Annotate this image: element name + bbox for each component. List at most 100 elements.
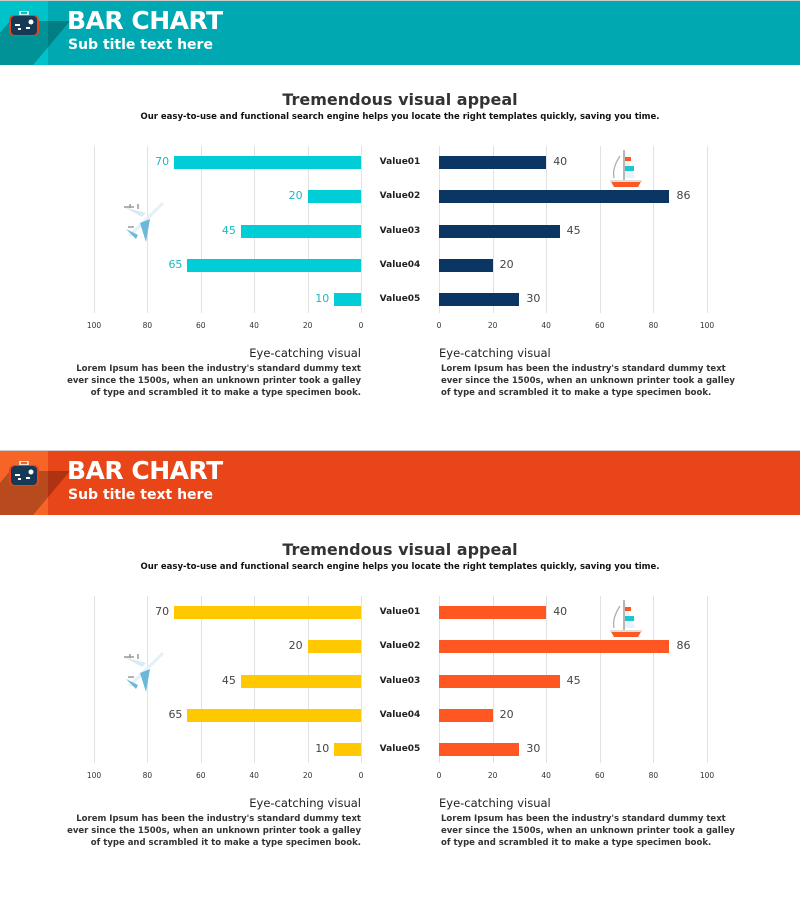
caption-text: of type and scrambled it to make a type … bbox=[90, 838, 361, 848]
panel-1: BAR CHART Sub title text here Tremendous v… bbox=[0, 0, 800, 398]
gridline bbox=[361, 146, 362, 313]
x-tick-label: 60 bbox=[595, 771, 605, 780]
data-label: 70 bbox=[155, 605, 170, 618]
gridline bbox=[94, 596, 95, 763]
x-tick-label: 20 bbox=[302, 321, 313, 330]
x-tick-label: 80 bbox=[648, 771, 659, 780]
data-label: 20 bbox=[288, 639, 303, 652]
bar bbox=[174, 606, 361, 619]
gridline bbox=[707, 146, 708, 313]
x-tick-label: 40 bbox=[249, 771, 259, 780]
sailboat-icon bbox=[606, 148, 646, 194]
caption-text: ever since the 1500s, when an unknown pr… bbox=[67, 376, 361, 386]
section-subheading: Our easy-to-use and functional search en… bbox=[140, 112, 660, 122]
caption-text: of type and scrambled it to make a type … bbox=[90, 388, 361, 398]
gridline bbox=[707, 596, 708, 763]
category-label: Value01 bbox=[379, 157, 421, 167]
x-tick-label: 40 bbox=[249, 321, 259, 330]
bar bbox=[439, 640, 670, 653]
section-heading: Tremendous visual appeal bbox=[282, 90, 518, 109]
x-tick-label: 0 bbox=[436, 771, 442, 780]
bar bbox=[307, 190, 361, 203]
caption-text: ever since the 1500s, when an unknown pr… bbox=[67, 826, 361, 836]
data-label: 40 bbox=[553, 605, 568, 618]
gridline bbox=[599, 596, 601, 763]
data-label: 65 bbox=[168, 258, 183, 271]
airplane-icon bbox=[122, 649, 166, 697]
gridline bbox=[200, 596, 202, 763]
x-tick-label: 0 bbox=[436, 321, 442, 330]
category-label: Value01 bbox=[379, 607, 421, 617]
caption-text: Lorem Ipsum has been the industry's stan… bbox=[76, 814, 361, 824]
data-label: 45 bbox=[221, 674, 236, 687]
category-label: Value03 bbox=[379, 226, 421, 236]
bar bbox=[439, 259, 493, 272]
x-tick-label: 60 bbox=[196, 771, 206, 780]
caption-text: Lorem Ipsum has been the industry's stan… bbox=[441, 814, 726, 824]
data-label: 20 bbox=[288, 189, 303, 202]
header-title: BAR CHART bbox=[67, 6, 223, 35]
caption-title: Eye-catching visual bbox=[439, 346, 551, 360]
x-tick-label: 80 bbox=[142, 771, 153, 780]
bar bbox=[334, 293, 361, 306]
data-label: 86 bbox=[676, 189, 691, 202]
bar bbox=[307, 640, 361, 653]
section-heading: Tremendous visual appeal bbox=[282, 540, 518, 559]
x-tick-label: 60 bbox=[595, 321, 605, 330]
x-tick-label: 0 bbox=[358, 771, 364, 780]
caption-text: of type and scrambled it to make a type … bbox=[441, 388, 712, 398]
bar bbox=[187, 259, 361, 272]
sailboat-icon bbox=[606, 598, 646, 644]
caption-title: Eye-catching visual bbox=[249, 346, 361, 360]
x-tick-label: 20 bbox=[302, 771, 313, 780]
caption-text: ever since the 1500s, when an unknown pr… bbox=[441, 376, 735, 386]
x-tick-label: 40 bbox=[541, 771, 551, 780]
x-tick-label: 100 bbox=[86, 771, 102, 780]
gridline bbox=[653, 146, 655, 313]
category-label: Value02 bbox=[379, 641, 421, 651]
bar bbox=[240, 675, 361, 688]
x-tick-label: 20 bbox=[487, 771, 498, 780]
header-banner: BAR CHART Sub title text here bbox=[0, 451, 800, 515]
x-tick-label: 100 bbox=[699, 321, 715, 330]
data-label: 40 bbox=[553, 155, 568, 168]
category-label: Value03 bbox=[379, 676, 421, 686]
x-tick-label: 40 bbox=[541, 321, 551, 330]
caption-text: ever since the 1500s, when an unknown pr… bbox=[441, 826, 735, 836]
data-label: 65 bbox=[168, 708, 183, 721]
data-label: 45 bbox=[566, 224, 581, 237]
bar bbox=[439, 190, 670, 203]
caption-title: Eye-catching visual bbox=[249, 796, 361, 810]
gridline bbox=[653, 596, 655, 763]
header-title: BAR CHART bbox=[67, 456, 223, 485]
data-label: 10 bbox=[315, 742, 330, 755]
x-tick-label: 20 bbox=[487, 321, 498, 330]
category-label: Value04 bbox=[379, 710, 421, 720]
data-label: 70 bbox=[155, 155, 170, 168]
caption-text: Lorem Ipsum has been the industry's stan… bbox=[76, 364, 361, 374]
data-label: 20 bbox=[499, 708, 514, 721]
bar bbox=[439, 293, 520, 306]
header-banner: BAR CHART Sub title text here bbox=[0, 1, 800, 65]
caption-title: Eye-catching visual bbox=[439, 796, 551, 810]
data-label: 20 bbox=[499, 258, 514, 271]
x-tick-label: 80 bbox=[648, 321, 659, 330]
section-subheading: Our easy-to-use and functional search en… bbox=[140, 562, 660, 572]
gridline bbox=[94, 146, 95, 313]
data-label: 30 bbox=[526, 292, 541, 305]
x-tick-label: 60 bbox=[196, 321, 206, 330]
data-label: 45 bbox=[221, 224, 236, 237]
bar bbox=[439, 606, 547, 619]
x-tick-label: 80 bbox=[142, 321, 153, 330]
bar bbox=[439, 156, 547, 169]
category-label: Value02 bbox=[379, 191, 421, 201]
data-label: 86 bbox=[676, 639, 691, 652]
category-label: Value05 bbox=[379, 294, 421, 304]
gridline bbox=[200, 146, 202, 313]
x-tick-label: 100 bbox=[86, 321, 102, 330]
data-label: 10 bbox=[315, 292, 330, 305]
caption-text: of type and scrambled it to make a type … bbox=[441, 838, 712, 848]
data-label: 45 bbox=[566, 674, 581, 687]
header-subtitle: Sub title text here bbox=[68, 487, 213, 503]
bar bbox=[174, 156, 361, 169]
